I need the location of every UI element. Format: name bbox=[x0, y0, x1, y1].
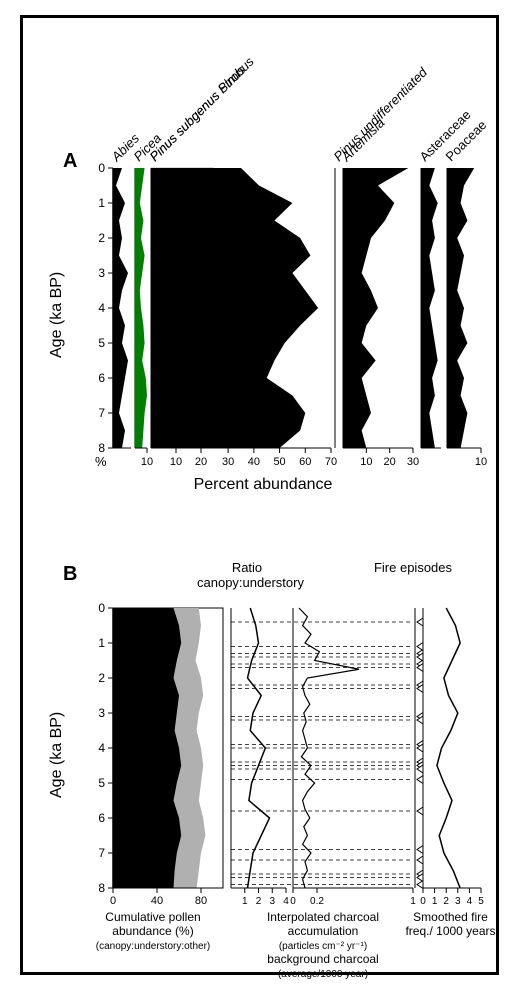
svg-text:0: 0 bbox=[290, 896, 296, 907]
panel-a-chart: 012345678%Abies10Picea1020Pinus subgenus… bbox=[23, 18, 502, 488]
svg-text:4: 4 bbox=[467, 896, 473, 907]
svg-text:10: 10 bbox=[360, 456, 372, 468]
charcoal-label: Interpolated charcoal accumulation (part… bbox=[248, 910, 398, 980]
svg-text:5: 5 bbox=[478, 896, 484, 907]
svg-text:1: 1 bbox=[432, 896, 438, 907]
svg-text:50: 50 bbox=[273, 456, 285, 468]
svg-text:30: 30 bbox=[222, 456, 234, 468]
svg-text:0: 0 bbox=[420, 896, 426, 907]
svg-text:2: 2 bbox=[98, 231, 105, 245]
firefreq-label: Smoothed fire freq./ 1000 years bbox=[403, 910, 498, 938]
svg-text:1: 1 bbox=[242, 896, 248, 907]
svg-text:3: 3 bbox=[98, 706, 105, 720]
svg-text:3: 3 bbox=[269, 896, 275, 907]
svg-text:0: 0 bbox=[98, 161, 105, 175]
svg-text:20: 20 bbox=[384, 456, 396, 468]
cumpollen-label: Cumulative pollen abundance (%) (canopy:… bbox=[78, 910, 228, 952]
svg-text:7: 7 bbox=[98, 846, 105, 860]
svg-text:7: 7 bbox=[98, 406, 105, 420]
svg-text:Pinus subgenus Strobus: Pinus subgenus Strobus bbox=[147, 54, 258, 165]
svg-text:4: 4 bbox=[98, 741, 105, 755]
svg-text:8: 8 bbox=[98, 441, 105, 455]
svg-text:10: 10 bbox=[141, 456, 153, 468]
svg-text:60: 60 bbox=[299, 456, 311, 468]
panel-a-xlabel: Percent abundance bbox=[163, 476, 363, 494]
svg-text:80: 80 bbox=[195, 895, 207, 907]
svg-text:0: 0 bbox=[98, 601, 105, 615]
svg-text:5: 5 bbox=[98, 336, 105, 350]
svg-text:6: 6 bbox=[98, 811, 105, 825]
svg-text:2: 2 bbox=[443, 896, 449, 907]
svg-text:5: 5 bbox=[98, 776, 105, 790]
svg-text:1: 1 bbox=[98, 196, 105, 210]
svg-text:10: 10 bbox=[475, 456, 487, 468]
svg-text:70: 70 bbox=[325, 456, 337, 468]
svg-text:30: 30 bbox=[407, 456, 419, 468]
svg-text:6: 6 bbox=[98, 371, 105, 385]
svg-text:2: 2 bbox=[256, 896, 262, 907]
svg-text:4: 4 bbox=[283, 896, 289, 907]
svg-text:3: 3 bbox=[98, 266, 105, 280]
panel-b-chart: 01234567804080123400.21012345 bbox=[23, 508, 502, 978]
svg-text:2: 2 bbox=[98, 671, 105, 685]
svg-text:0.2: 0.2 bbox=[310, 896, 324, 907]
svg-text:8: 8 bbox=[98, 881, 105, 895]
svg-text:0: 0 bbox=[110, 895, 116, 907]
svg-text:40: 40 bbox=[151, 895, 163, 907]
svg-text:%: % bbox=[95, 454, 107, 469]
svg-text:4: 4 bbox=[98, 301, 105, 315]
svg-text:40: 40 bbox=[248, 456, 260, 468]
svg-text:1: 1 bbox=[410, 896, 416, 907]
svg-text:10: 10 bbox=[170, 456, 182, 468]
svg-text:20: 20 bbox=[195, 456, 207, 468]
svg-text:1: 1 bbox=[98, 636, 105, 650]
svg-text:3: 3 bbox=[455, 896, 461, 907]
